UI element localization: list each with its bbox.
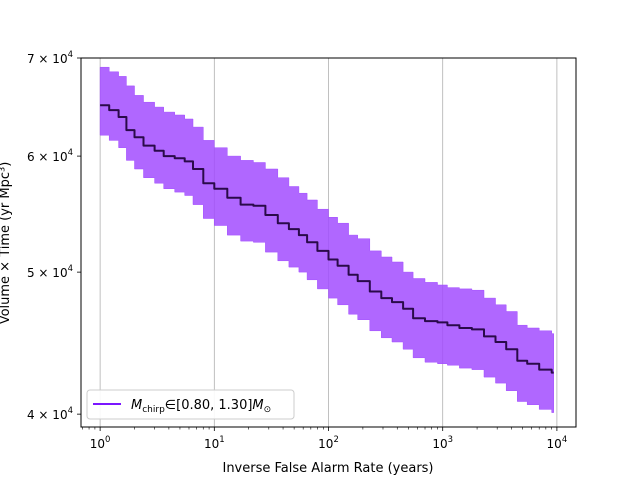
series-0-median bbox=[100, 104, 554, 374]
y-axis: 4 × 104 5 × 104 6 × 104 7 × 104 bbox=[27, 50, 81, 422]
x-tick-label-3: 103 bbox=[432, 435, 453, 451]
legend: Mchirp∈[0.80, 1.30]M⊙ bbox=[86, 389, 295, 420]
x-tick-label-0: 100 bbox=[90, 435, 111, 451]
y-axis-label: Volume × Time (yr Mpc³) bbox=[0, 162, 13, 325]
y-tick-label-0: 4 × 104 bbox=[27, 406, 73, 422]
x-tick-label-2: 102 bbox=[318, 435, 339, 451]
y-tick-label-3: 7 × 104 bbox=[27, 50, 73, 66]
x-tick-label-4: 104 bbox=[547, 435, 568, 451]
series-0-band bbox=[99, 66, 554, 413]
y-tick-label-2: 6 × 104 bbox=[27, 148, 73, 164]
y-tick-label-1: 5 × 104 bbox=[27, 264, 73, 280]
legend-box bbox=[86, 389, 295, 420]
x-axis: 100 101 102 103 104 bbox=[82, 427, 567, 451]
x-axis-label: Inverse False Alarm Rate (years) bbox=[222, 461, 433, 476]
confidence-band bbox=[99, 66, 554, 413]
median-line bbox=[100, 104, 554, 374]
x-tick-label-1: 101 bbox=[204, 435, 225, 451]
legend-label: Mchirp∈[0.80, 1.30]M⊙ bbox=[131, 398, 271, 415]
